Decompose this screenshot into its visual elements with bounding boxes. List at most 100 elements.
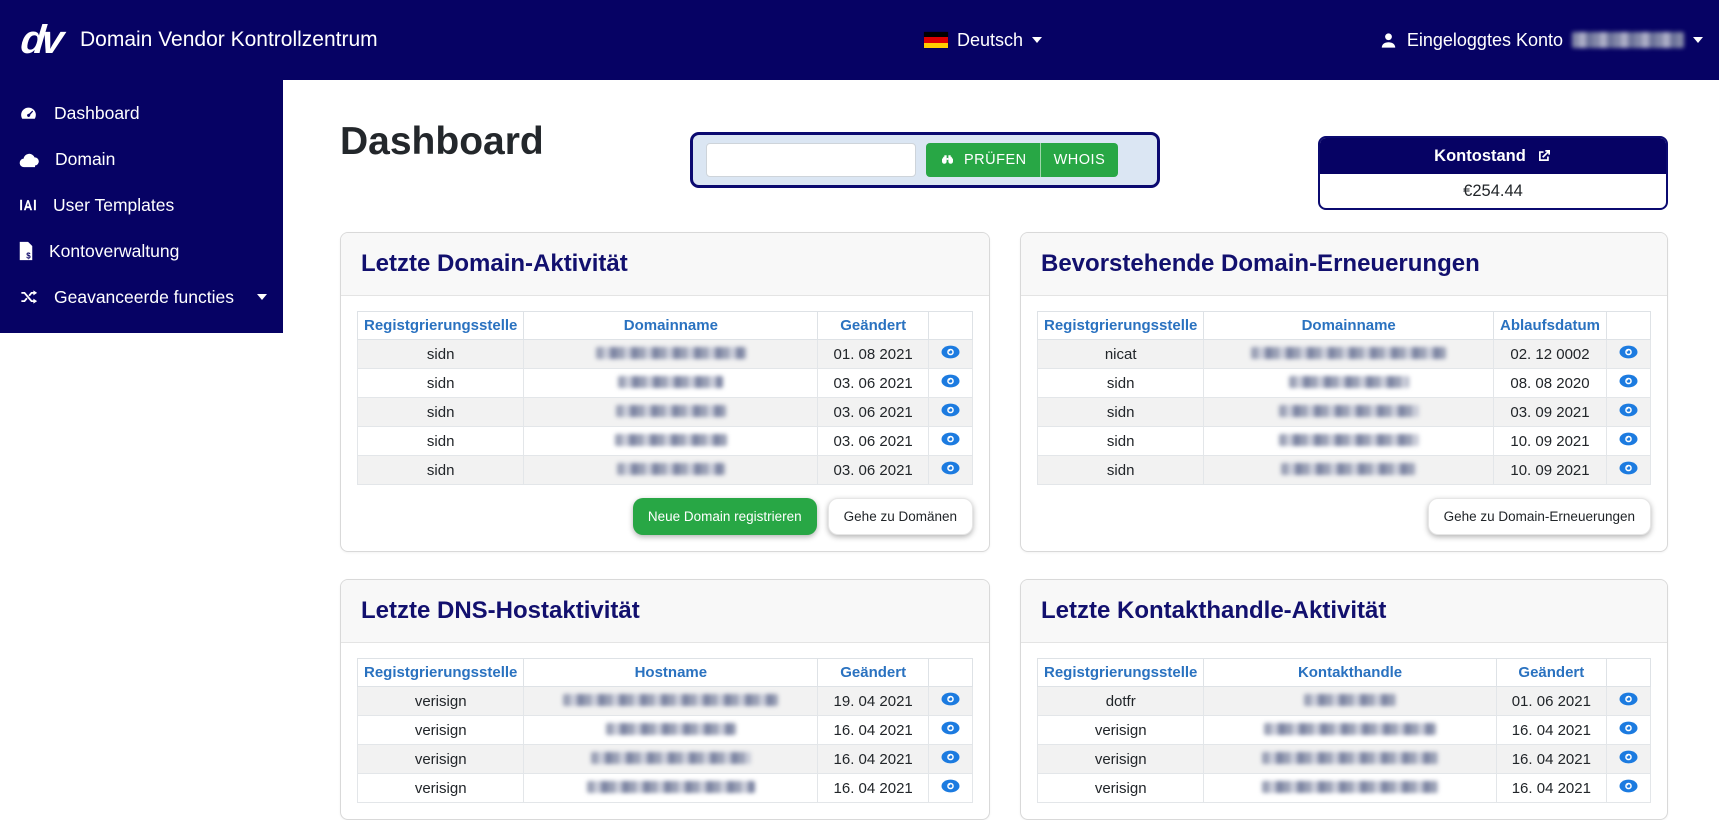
sidebar-item-kontoverwaltung[interactable]: $ Kontoverwaltung xyxy=(0,228,283,274)
name-cell-redacted xyxy=(1203,368,1494,398)
view-entry-button[interactable] xyxy=(937,403,964,417)
view-entry-button[interactable] xyxy=(937,432,964,446)
view-entry-button[interactable] xyxy=(937,779,964,793)
actions-cell xyxy=(928,397,973,427)
redacted-text xyxy=(1264,722,1437,735)
eye-icon xyxy=(1619,345,1638,359)
gehe-zu-domain-erneuerungen-button[interactable]: Gehe zu Domain-Erneuerungen xyxy=(1427,498,1651,535)
balance-header[interactable]: Kontostand xyxy=(1320,138,1666,174)
view-entry-button[interactable] xyxy=(1615,750,1642,764)
language-label: Deutsch xyxy=(957,29,1024,50)
column-header: Geändert xyxy=(817,658,929,687)
view-entry-button[interactable] xyxy=(1615,374,1642,388)
name-cell-redacted xyxy=(1203,715,1497,745)
card-letzte-dns-hostaktivit-t: Letzte DNS-Hostaktivität Registgrierungss… xyxy=(340,579,990,820)
table-row: sidn 10. 09 2021 xyxy=(1036,455,1651,485)
view-entry-button[interactable] xyxy=(1615,403,1642,417)
redacted-text xyxy=(1304,693,1397,706)
gauge-icon xyxy=(18,104,39,123)
column-header: Ablaufsdatum xyxy=(1492,311,1608,340)
eye-icon xyxy=(1619,692,1638,706)
view-entry-button[interactable] xyxy=(937,345,964,359)
eye-icon xyxy=(941,432,960,446)
table-row: sidn 03. 06 2021 xyxy=(356,368,973,398)
registry-cell: verisign xyxy=(356,744,525,774)
redacted-text xyxy=(616,462,725,475)
view-entry-button[interactable] xyxy=(1615,345,1642,359)
name-cell-redacted xyxy=(523,339,819,369)
column-header: Domainname xyxy=(1203,311,1494,340)
date-cell: 03. 06 2021 xyxy=(817,368,929,398)
whois-button[interactable]: WHOIS xyxy=(1040,143,1119,177)
sidebar-item-label: User Templates xyxy=(53,194,175,215)
gehe-zu-domänen-button[interactable]: Gehe zu Domänen xyxy=(827,498,973,535)
table-row: verisign 16. 04 2021 xyxy=(1036,744,1651,774)
balance-card: Kontostand €254.44 xyxy=(1318,136,1668,210)
view-entry-button[interactable] xyxy=(1615,721,1642,735)
card-letzte-domain-aktivit-t: Letzte Domain-Aktivität Registgrierungsst… xyxy=(340,232,990,552)
card-header: Letzte Kontakthandle-Aktivität xyxy=(1021,580,1667,643)
eye-icon xyxy=(1619,403,1638,417)
name-cell-redacted xyxy=(1203,686,1497,716)
domain-check-input[interactable] xyxy=(706,143,916,177)
dashboard-cards: Letzte Domain-Aktivität Registgrierungsst… xyxy=(340,232,1719,820)
view-entry-button[interactable] xyxy=(1615,461,1642,475)
registry-cell: sidn xyxy=(1036,455,1205,485)
table-row: verisign 16. 04 2021 xyxy=(1036,715,1651,745)
registry-cell: verisign xyxy=(356,686,525,716)
redacted-text xyxy=(1251,346,1447,359)
redacted-text xyxy=(605,722,736,735)
sidebar-item-geavanceerde-functies[interactable]: Geavanceerde functies xyxy=(0,274,283,320)
redacted-text xyxy=(618,375,724,388)
view-entry-button[interactable] xyxy=(937,721,964,735)
account-menu[interactable]: Eingeloggtes Konto xyxy=(1379,0,1703,80)
name-cell-redacted xyxy=(1203,339,1494,369)
eye-icon xyxy=(941,721,960,735)
neue-domain-registrieren-button[interactable]: Neue Domain registrieren xyxy=(632,498,817,535)
column-header: Registgrierungsstelle xyxy=(1036,311,1205,340)
date-cell: 10. 09 2021 xyxy=(1492,426,1608,456)
column-header: Registgrierungsstelle xyxy=(356,311,525,340)
date-cell: 02. 12 0002 xyxy=(1492,339,1608,369)
actions-column-header xyxy=(928,311,973,340)
date-cell: 19. 04 2021 xyxy=(817,686,929,716)
date-cell: 03. 06 2021 xyxy=(817,426,929,456)
sidebar-item-dashboard[interactable]: Dashboard xyxy=(0,90,283,136)
view-entry-button[interactable] xyxy=(937,750,964,764)
actions-cell xyxy=(928,339,973,369)
check-button[interactable]: PRÜFEN xyxy=(926,143,1041,177)
name-cell-redacted xyxy=(1203,455,1494,485)
registry-cell: verisign xyxy=(356,715,525,745)
main-content: Dashboard PRÜFEN WHOIS Kontostand xyxy=(283,80,1719,820)
redacted-text xyxy=(1281,462,1417,475)
redacted-text xyxy=(590,751,751,764)
view-entry-button[interactable] xyxy=(1615,779,1642,793)
registry-cell: sidn xyxy=(356,339,525,369)
eye-icon xyxy=(1619,432,1638,446)
view-entry-button[interactable] xyxy=(1615,692,1642,706)
card-title: Bevorstehende Domain-Erneuerungen xyxy=(1041,250,1480,277)
view-entry-button[interactable] xyxy=(1615,432,1642,446)
table-row: verisign 16. 04 2021 xyxy=(356,744,973,774)
language-selector[interactable]: Deutsch xyxy=(924,0,1043,80)
sidebar-item-domain[interactable]: Domain xyxy=(0,136,283,182)
column-header: Kontakthandle xyxy=(1203,658,1497,687)
date-cell: 03. 06 2021 xyxy=(817,397,929,427)
eye-icon xyxy=(941,779,960,793)
table-row: sidn 08. 08 2020 xyxy=(1036,368,1651,398)
date-cell: 16. 04 2021 xyxy=(817,773,929,803)
view-entry-button[interactable] xyxy=(937,461,964,475)
data-table: Registgrierungsstelle Kontakthandle Geände… xyxy=(1036,658,1651,803)
date-cell: 03. 06 2021 xyxy=(817,455,929,485)
view-entry-button[interactable] xyxy=(937,374,964,388)
date-cell: 16. 04 2021 xyxy=(817,715,929,745)
actions-cell xyxy=(1606,715,1651,745)
registry-cell: sidn xyxy=(356,368,525,398)
eye-icon xyxy=(1619,721,1638,735)
view-entry-button[interactable] xyxy=(937,692,964,706)
eye-icon xyxy=(941,374,960,388)
card-header: Bevorstehende Domain-Erneuerungen xyxy=(1021,233,1667,296)
sidebar-item-user-templates[interactable]: User Templates xyxy=(0,182,283,228)
domain-check-buttons: PRÜFEN WHOIS xyxy=(926,143,1119,177)
actions-cell xyxy=(928,426,973,456)
